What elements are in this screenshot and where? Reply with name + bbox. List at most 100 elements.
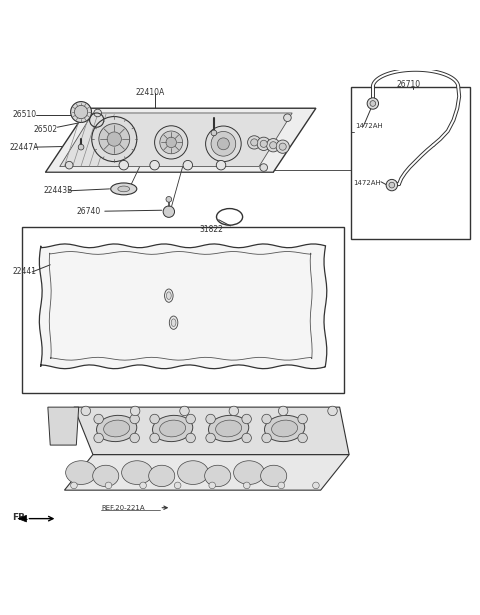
Circle shape [94,433,103,443]
Circle shape [367,98,379,109]
Ellipse shape [266,138,280,152]
Circle shape [163,206,175,217]
Circle shape [298,415,307,424]
Circle shape [94,109,101,117]
Circle shape [262,433,271,443]
Ellipse shape [167,292,171,300]
Text: 1472AH: 1472AH [353,180,381,186]
Text: 22410A: 22410A [136,88,165,97]
Circle shape [284,114,291,122]
Text: 26710: 26710 [396,80,420,89]
Circle shape [262,415,271,424]
Circle shape [150,415,159,424]
Ellipse shape [66,461,96,485]
Circle shape [206,433,216,443]
Ellipse shape [264,415,305,442]
Bar [351,87,470,239]
Ellipse shape [165,289,173,303]
Ellipse shape [99,124,130,154]
Circle shape [81,406,91,416]
Text: 1472AH: 1472AH [355,123,383,129]
Circle shape [216,161,226,170]
Polygon shape [74,407,349,454]
Circle shape [130,415,139,424]
Circle shape [65,161,73,169]
Ellipse shape [107,132,121,146]
Circle shape [298,433,307,443]
Ellipse shape [166,137,177,148]
Circle shape [71,101,92,122]
Circle shape [386,180,397,191]
Circle shape [278,406,288,416]
Text: FR.: FR. [12,513,29,522]
Ellipse shape [178,461,208,485]
Circle shape [389,182,395,188]
Circle shape [166,196,172,202]
Text: 26502: 26502 [34,125,58,133]
Ellipse shape [155,126,188,159]
Ellipse shape [118,186,130,192]
Ellipse shape [216,420,241,437]
Polygon shape [60,113,292,167]
Circle shape [278,482,285,489]
Ellipse shape [169,316,178,329]
Ellipse shape [257,137,270,151]
Polygon shape [18,515,26,522]
Circle shape [174,482,181,489]
Ellipse shape [160,131,182,154]
Ellipse shape [171,319,176,327]
Circle shape [229,406,239,416]
Circle shape [71,482,77,489]
Circle shape [186,433,195,443]
Text: REF.20-221A: REF.20-221A [101,505,145,510]
Circle shape [260,164,267,172]
Circle shape [242,433,252,443]
Ellipse shape [111,183,137,195]
Circle shape [74,105,88,119]
Circle shape [131,406,140,416]
Ellipse shape [279,143,286,150]
Ellipse shape [272,420,298,437]
Ellipse shape [234,461,264,485]
Ellipse shape [248,136,261,149]
Circle shape [243,482,250,489]
Ellipse shape [121,461,153,485]
Circle shape [94,415,103,424]
Polygon shape [48,407,79,445]
Text: 31822: 31822 [200,224,224,234]
Circle shape [140,482,146,489]
Ellipse shape [96,415,137,442]
Circle shape [328,406,337,416]
Circle shape [180,406,189,416]
Circle shape [209,482,216,489]
Circle shape [119,161,129,170]
Ellipse shape [270,141,277,149]
Text: 22447A: 22447A [10,143,39,152]
Circle shape [186,415,195,424]
Ellipse shape [211,132,236,156]
Bar [22,227,344,393]
Polygon shape [39,244,327,369]
Ellipse shape [205,126,241,162]
Text: 22443B: 22443B [43,186,72,196]
Polygon shape [46,108,316,172]
Ellipse shape [160,420,186,437]
Circle shape [206,415,216,424]
Circle shape [130,433,139,443]
Ellipse shape [92,116,137,162]
Ellipse shape [260,140,267,148]
Text: 26510: 26510 [12,110,36,119]
Circle shape [183,161,192,170]
Ellipse shape [276,140,289,153]
Circle shape [242,415,252,424]
Ellipse shape [251,139,258,146]
Ellipse shape [93,466,119,486]
Circle shape [105,482,112,489]
Polygon shape [64,454,349,490]
Ellipse shape [208,415,249,442]
Ellipse shape [204,466,231,486]
Ellipse shape [104,420,130,437]
Ellipse shape [149,466,175,486]
Circle shape [78,145,84,150]
Text: 29246A: 29246A [222,122,252,131]
